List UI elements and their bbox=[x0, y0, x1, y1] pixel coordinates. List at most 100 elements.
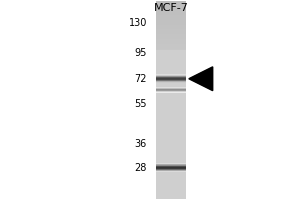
Bar bbox=[156, 15, 186, 16]
Bar bbox=[156, 69, 186, 70]
Bar bbox=[156, 163, 186, 164]
Bar bbox=[156, 112, 186, 113]
Bar bbox=[156, 103, 186, 104]
Bar bbox=[156, 136, 186, 137]
Bar bbox=[156, 180, 186, 181]
Bar bbox=[156, 63, 186, 64]
Bar bbox=[156, 85, 186, 86]
Bar bbox=[156, 153, 186, 154]
Bar bbox=[156, 147, 186, 148]
Bar bbox=[156, 190, 186, 191]
Bar bbox=[156, 62, 186, 63]
Bar bbox=[156, 128, 186, 129]
Bar bbox=[156, 163, 186, 164]
Bar bbox=[156, 186, 186, 187]
Bar bbox=[156, 122, 186, 123]
Bar bbox=[156, 152, 186, 153]
Bar bbox=[156, 54, 186, 55]
Bar bbox=[156, 18, 186, 19]
Bar bbox=[156, 21, 186, 22]
Bar bbox=[156, 13, 186, 14]
Bar bbox=[156, 140, 186, 141]
Bar bbox=[156, 139, 186, 140]
Bar bbox=[156, 164, 186, 165]
Bar bbox=[156, 146, 186, 147]
Bar bbox=[156, 114, 186, 115]
Bar bbox=[156, 51, 186, 52]
Bar bbox=[156, 118, 186, 119]
Bar bbox=[156, 129, 186, 130]
Bar bbox=[156, 167, 186, 168]
Bar bbox=[156, 156, 186, 157]
Bar bbox=[156, 32, 186, 33]
Bar bbox=[156, 120, 186, 121]
Bar bbox=[156, 11, 186, 12]
Bar bbox=[156, 84, 186, 85]
Bar bbox=[156, 176, 186, 177]
Bar bbox=[156, 88, 186, 89]
Bar bbox=[156, 193, 186, 194]
Bar bbox=[156, 126, 186, 127]
Bar bbox=[156, 119, 186, 120]
Bar bbox=[156, 35, 186, 36]
Bar bbox=[156, 188, 186, 189]
Bar bbox=[156, 58, 186, 59]
Bar bbox=[156, 87, 186, 88]
Bar bbox=[156, 61, 186, 62]
Bar bbox=[156, 97, 186, 98]
Bar bbox=[156, 79, 186, 80]
Bar bbox=[156, 197, 186, 198]
Bar bbox=[156, 26, 186, 27]
Bar bbox=[156, 12, 186, 13]
Bar bbox=[156, 57, 186, 58]
Bar bbox=[156, 168, 186, 169]
Bar bbox=[156, 37, 186, 38]
Bar bbox=[156, 90, 186, 91]
Text: 55: 55 bbox=[134, 99, 147, 109]
Bar bbox=[156, 117, 186, 118]
Bar bbox=[156, 89, 186, 90]
Bar bbox=[156, 183, 186, 184]
Text: 36: 36 bbox=[135, 139, 147, 149]
Bar bbox=[156, 6, 186, 7]
Bar bbox=[156, 30, 186, 31]
Bar bbox=[156, 66, 186, 67]
Bar bbox=[156, 1, 186, 2]
Bar bbox=[156, 34, 186, 35]
Bar bbox=[156, 17, 186, 18]
Bar bbox=[156, 104, 186, 105]
Bar bbox=[156, 4, 186, 5]
Bar bbox=[156, 74, 186, 75]
Bar bbox=[156, 16, 186, 17]
Bar bbox=[156, 175, 186, 176]
Bar bbox=[156, 86, 186, 87]
Bar bbox=[156, 50, 186, 51]
Bar bbox=[156, 75, 186, 76]
Bar bbox=[156, 166, 186, 167]
Bar bbox=[156, 109, 186, 110]
Bar bbox=[156, 174, 186, 175]
Bar bbox=[156, 192, 186, 193]
Bar bbox=[156, 172, 186, 173]
Bar bbox=[156, 49, 186, 50]
Bar bbox=[156, 74, 186, 75]
Text: 72: 72 bbox=[134, 74, 147, 84]
Bar bbox=[156, 23, 186, 24]
Bar bbox=[156, 127, 186, 128]
Bar bbox=[156, 178, 186, 179]
Bar bbox=[156, 160, 186, 161]
Bar bbox=[156, 133, 186, 134]
Bar bbox=[156, 42, 186, 43]
Bar bbox=[156, 33, 186, 34]
Bar bbox=[156, 65, 186, 66]
Bar bbox=[156, 25, 186, 26]
Bar bbox=[156, 96, 186, 97]
Bar bbox=[156, 191, 186, 192]
Bar bbox=[156, 60, 186, 61]
Bar bbox=[156, 100, 186, 101]
Bar bbox=[156, 99, 186, 100]
Bar bbox=[156, 142, 186, 143]
Bar bbox=[156, 90, 186, 91]
Bar bbox=[156, 87, 186, 88]
Bar bbox=[156, 47, 186, 48]
